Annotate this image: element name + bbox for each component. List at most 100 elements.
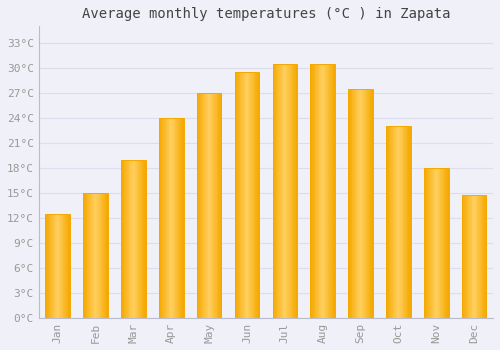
Bar: [164, 118, 165, 318]
Bar: [465, 195, 466, 318]
Bar: [392, 126, 393, 318]
Bar: [479, 195, 480, 318]
Bar: [278, 64, 279, 318]
Bar: [177, 118, 178, 318]
Bar: [141, 160, 142, 318]
Bar: [443, 168, 444, 318]
Bar: [433, 168, 434, 318]
Bar: [251, 72, 252, 318]
Bar: [239, 72, 240, 318]
Bar: [386, 126, 410, 318]
Bar: [437, 168, 438, 318]
Bar: [93, 193, 94, 318]
Bar: [48, 214, 50, 318]
Bar: [256, 72, 257, 318]
Bar: [478, 195, 479, 318]
Bar: [404, 126, 405, 318]
Bar: [237, 72, 238, 318]
Bar: [236, 72, 237, 318]
Bar: [318, 64, 320, 318]
Bar: [348, 89, 373, 318]
Bar: [441, 168, 442, 318]
Bar: [294, 64, 296, 318]
Bar: [397, 126, 398, 318]
Bar: [58, 214, 59, 318]
Bar: [206, 93, 207, 318]
Bar: [466, 195, 468, 318]
Bar: [162, 118, 163, 318]
Bar: [330, 64, 331, 318]
Bar: [178, 118, 180, 318]
Bar: [176, 118, 177, 318]
Bar: [170, 118, 172, 318]
Bar: [462, 195, 464, 318]
Bar: [402, 126, 404, 318]
Bar: [274, 64, 275, 318]
Bar: [215, 93, 216, 318]
Bar: [483, 195, 484, 318]
Bar: [84, 193, 108, 318]
Bar: [140, 160, 141, 318]
Bar: [104, 193, 106, 318]
Bar: [426, 168, 428, 318]
Bar: [255, 72, 256, 318]
Bar: [311, 64, 312, 318]
Bar: [61, 214, 62, 318]
Bar: [364, 89, 366, 318]
Bar: [132, 160, 134, 318]
Bar: [284, 64, 285, 318]
Bar: [220, 93, 222, 318]
Bar: [69, 214, 70, 318]
Bar: [322, 64, 323, 318]
Bar: [240, 72, 242, 318]
Bar: [122, 160, 123, 318]
Bar: [168, 118, 169, 318]
Bar: [429, 168, 430, 318]
Bar: [50, 214, 51, 318]
Bar: [107, 193, 108, 318]
Bar: [310, 64, 312, 318]
Bar: [252, 72, 254, 318]
Bar: [320, 64, 321, 318]
Bar: [476, 195, 478, 318]
Bar: [279, 64, 280, 318]
Bar: [332, 64, 334, 318]
Bar: [106, 193, 107, 318]
Bar: [145, 160, 146, 318]
Bar: [354, 89, 355, 318]
Bar: [327, 64, 328, 318]
Bar: [248, 72, 250, 318]
Bar: [51, 214, 52, 318]
Bar: [52, 214, 53, 318]
Bar: [359, 89, 360, 318]
Bar: [125, 160, 126, 318]
Bar: [178, 118, 179, 318]
Bar: [425, 168, 426, 318]
Bar: [200, 93, 201, 318]
Bar: [89, 193, 90, 318]
Bar: [321, 64, 322, 318]
Bar: [94, 193, 95, 318]
Bar: [136, 160, 138, 318]
Bar: [272, 64, 274, 318]
Bar: [182, 118, 183, 318]
Bar: [205, 93, 206, 318]
Bar: [126, 160, 127, 318]
Bar: [358, 89, 359, 318]
Bar: [144, 160, 145, 318]
Bar: [442, 168, 443, 318]
Bar: [313, 64, 314, 318]
Bar: [211, 93, 212, 318]
Bar: [159, 118, 160, 318]
Bar: [234, 72, 260, 318]
Bar: [401, 126, 402, 318]
Bar: [328, 64, 330, 318]
Bar: [296, 64, 297, 318]
Bar: [95, 193, 96, 318]
Bar: [272, 64, 297, 318]
Bar: [102, 193, 103, 318]
Bar: [54, 214, 56, 318]
Bar: [100, 193, 102, 318]
Bar: [471, 195, 472, 318]
Bar: [362, 89, 363, 318]
